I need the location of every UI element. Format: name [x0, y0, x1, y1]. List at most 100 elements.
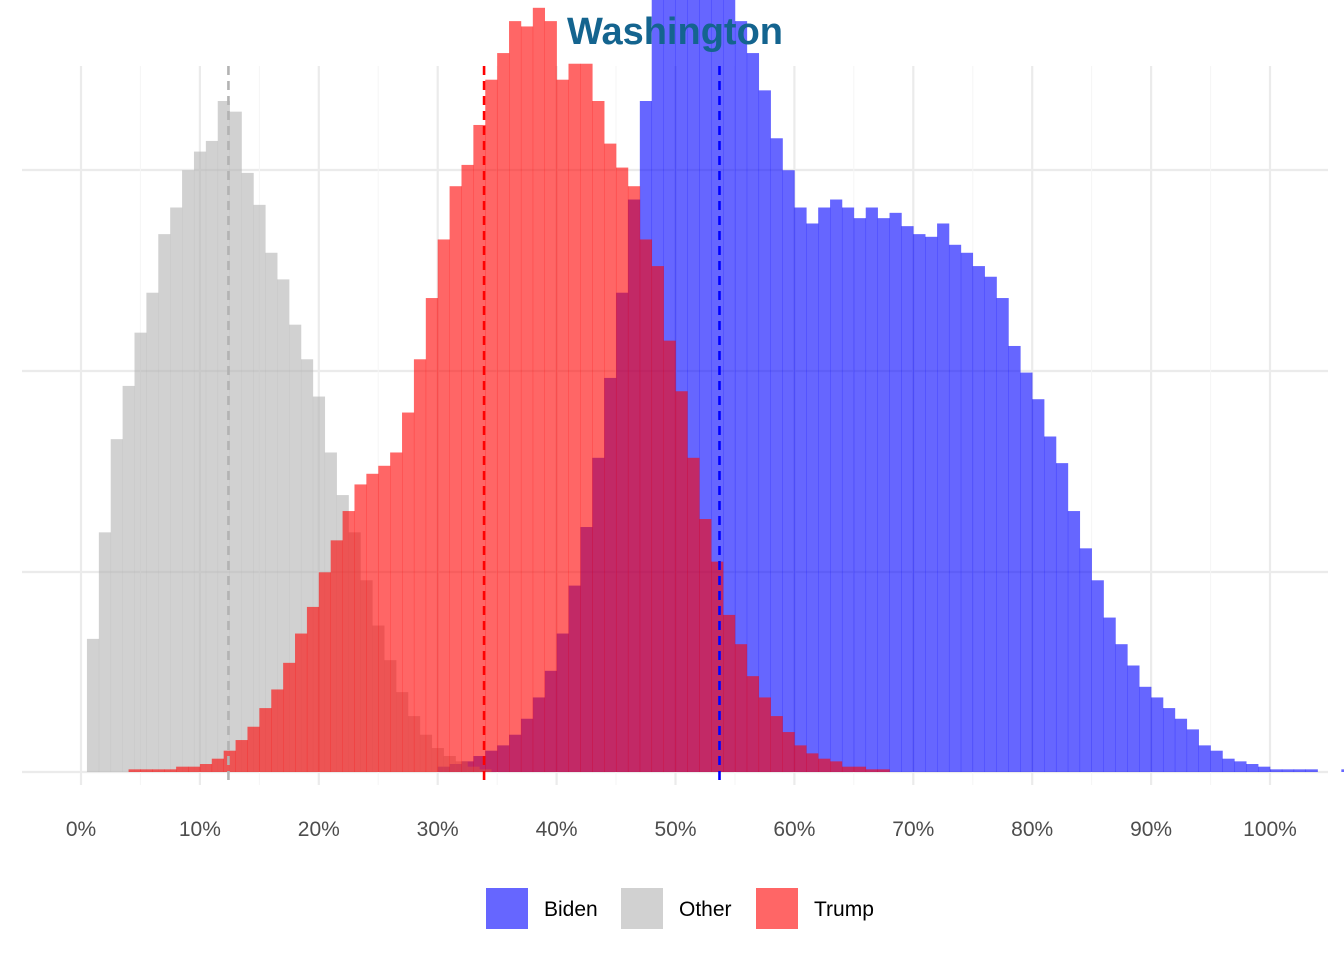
bar-trump — [509, 21, 522, 773]
bar-trump — [544, 21, 557, 773]
bar-trump — [604, 143, 617, 773]
bar-biden — [806, 223, 819, 772]
bar-trump — [211, 758, 224, 772]
x-tick-label: 10% — [179, 818, 221, 841]
bar-trump — [532, 7, 546, 773]
bar-biden — [889, 212, 902, 773]
bar-trump — [520, 26, 534, 772]
bar-other — [98, 532, 112, 772]
bar-other — [229, 111, 242, 772]
bar-trump — [402, 412, 415, 772]
bar-trump — [616, 167, 629, 773]
bar-trump — [758, 697, 771, 772]
bar-trump — [176, 766, 189, 772]
bar-trump — [485, 79, 498, 772]
bar-trump — [199, 764, 213, 772]
x-tick-label: 100% — [1243, 818, 1297, 841]
bar-trump — [188, 766, 201, 772]
bar-trump — [259, 708, 272, 772]
bar-trump — [723, 614, 736, 772]
bar-biden — [1055, 463, 1069, 772]
bar-trump — [449, 186, 462, 772]
bar-trump — [818, 758, 831, 772]
bar-biden — [937, 223, 950, 772]
bar-trump — [152, 769, 165, 772]
bar-other — [253, 204, 266, 773]
bar-trump — [295, 633, 308, 772]
bar-trump — [853, 766, 867, 772]
bar-biden — [782, 170, 795, 772]
legend: Biden Other Trump — [486, 888, 874, 929]
bar-biden — [972, 266, 985, 772]
bar-biden — [1305, 769, 1318, 772]
x-tick-label: 70% — [892, 818, 934, 841]
bar-biden — [1222, 758, 1235, 772]
bar-trump — [461, 164, 474, 772]
bar-trump — [687, 457, 700, 772]
legend-item-biden: Biden — [486, 888, 598, 929]
bar-other — [170, 207, 183, 772]
bar-other — [146, 292, 159, 772]
bar-biden — [1044, 436, 1057, 772]
bar-biden — [1341, 769, 1344, 772]
bar-biden — [1210, 750, 1223, 772]
x-tick-label: 90% — [1130, 818, 1172, 841]
bar-biden — [877, 218, 890, 772]
bar-trump — [639, 239, 653, 772]
bar-trump — [437, 239, 450, 772]
bar-biden — [984, 276, 997, 772]
bar-biden — [746, 53, 760, 773]
bar-biden — [1008, 345, 1021, 772]
bar-biden — [853, 218, 867, 772]
bar-trump — [235, 740, 248, 772]
x-tick-label: 50% — [654, 818, 696, 841]
bar-trump — [342, 511, 355, 772]
legend-label: Trump — [814, 898, 874, 921]
histogram-bars — [86, 0, 1344, 773]
bar-trump — [283, 662, 296, 772]
bar-trump — [865, 769, 878, 772]
bar-biden — [1067, 511, 1081, 772]
bar-trump — [247, 726, 260, 772]
bar-biden — [1198, 745, 1211, 772]
legend-label: Biden — [544, 898, 598, 921]
legend-item-trump: Trump — [756, 888, 874, 929]
bar-trump — [366, 473, 379, 772]
x-tick-label: 20% — [298, 818, 340, 841]
x-tick-label: 0% — [66, 818, 96, 841]
x-tick-label: 80% — [1011, 818, 1053, 841]
bar-trump — [675, 391, 688, 772]
bar-other — [265, 252, 278, 772]
bar-trump — [473, 124, 486, 772]
bar-biden — [865, 207, 878, 772]
legend-swatch — [621, 888, 663, 929]
bar-biden — [1281, 769, 1295, 772]
bar-biden — [1103, 617, 1116, 772]
bar-trump — [746, 676, 760, 772]
chart-title: Washington — [567, 11, 783, 53]
bar-trump — [330, 540, 343, 772]
bar-other — [217, 101, 230, 772]
bar-other — [122, 385, 135, 772]
bar-other — [277, 279, 290, 772]
bar-other — [193, 151, 207, 773]
bar-other — [182, 170, 195, 772]
bar-biden — [1020, 372, 1033, 772]
bar-biden — [960, 252, 974, 772]
bar-biden — [723, 0, 736, 773]
bar-trump — [580, 63, 593, 772]
bar-trump — [128, 769, 141, 772]
bar-trump — [592, 101, 605, 772]
bar-biden — [758, 90, 771, 773]
bar-trump — [354, 484, 367, 772]
bar-trump — [164, 769, 177, 772]
legend-label: Other — [679, 898, 732, 921]
bar-biden — [948, 244, 962, 773]
bar-biden — [830, 199, 843, 772]
bar-biden — [913, 234, 926, 773]
bar-biden — [794, 207, 807, 772]
bar-other — [134, 332, 147, 772]
bar-trump — [830, 761, 843, 772]
bar-biden — [841, 207, 855, 772]
